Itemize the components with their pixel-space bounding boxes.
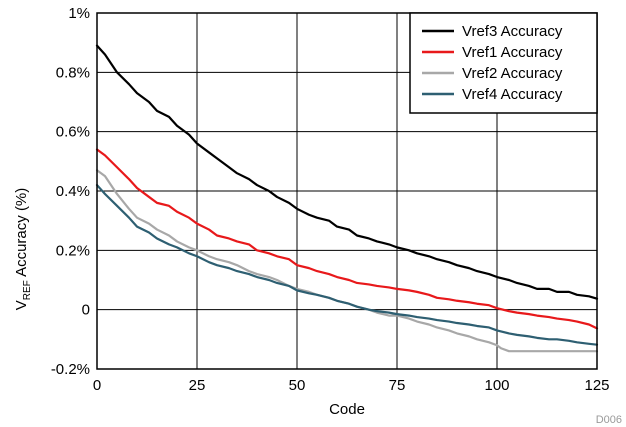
- plot-frame: [96, 12, 598, 370]
- series-layer: [95, 44, 599, 353]
- y-tick-label: 0.4%: [56, 183, 90, 200]
- x-axis-label: Code: [329, 401, 365, 418]
- x-tick-label: 0: [93, 377, 101, 394]
- x-tick-label: 50: [289, 377, 306, 394]
- series-line-vref3-accuracy: [95, 44, 599, 300]
- x-tick-label: 25: [189, 377, 206, 394]
- x-tick-label: 125: [584, 377, 609, 394]
- series-line-vref4-accuracy: [95, 183, 599, 346]
- y-tick-label: 0.6%: [56, 124, 90, 141]
- y-axis-label-subscript: REF: [22, 280, 33, 300]
- y-tick-label: 1%: [68, 5, 90, 22]
- x-tick-label: 75: [389, 377, 406, 394]
- y-tick-label: 0.8%: [56, 64, 90, 81]
- y-axis-label-main: V: [13, 300, 30, 310]
- y-axis-label-rest: Accuracy (%): [13, 188, 30, 281]
- legend: Vref3 Accuracy Vref1 Accuracy Vref2 Accura…: [409, 12, 598, 114]
- series-line-vref2-accuracy: [95, 169, 599, 353]
- legend-label-vref3-accuracy: Vref3 Accuracy: [462, 23, 563, 40]
- legend-label-vref4-accuracy: Vref4 Accuracy: [462, 86, 563, 103]
- tick-labels: 0 25 50 75 100 125-0.2%00.2%0.4%0.6%0.8%1%: [51, 5, 610, 394]
- legend-label-vref2-accuracy: Vref2 Accuracy: [462, 65, 563, 82]
- figure-id: D006: [596, 414, 622, 426]
- legend-label-vref1-accuracy: Vref1 Accuracy: [462, 44, 563, 61]
- y-tick-label: 0.2%: [56, 242, 90, 259]
- series-line-vref1-accuracy: [95, 148, 599, 330]
- y-tick-label: -0.2%: [51, 361, 90, 378]
- legend-box: [409, 12, 598, 114]
- y-tick-label: 0: [82, 302, 90, 319]
- y-axis-label: VREF Accuracy (%): [13, 188, 33, 311]
- x-tick-label: 100: [484, 377, 509, 394]
